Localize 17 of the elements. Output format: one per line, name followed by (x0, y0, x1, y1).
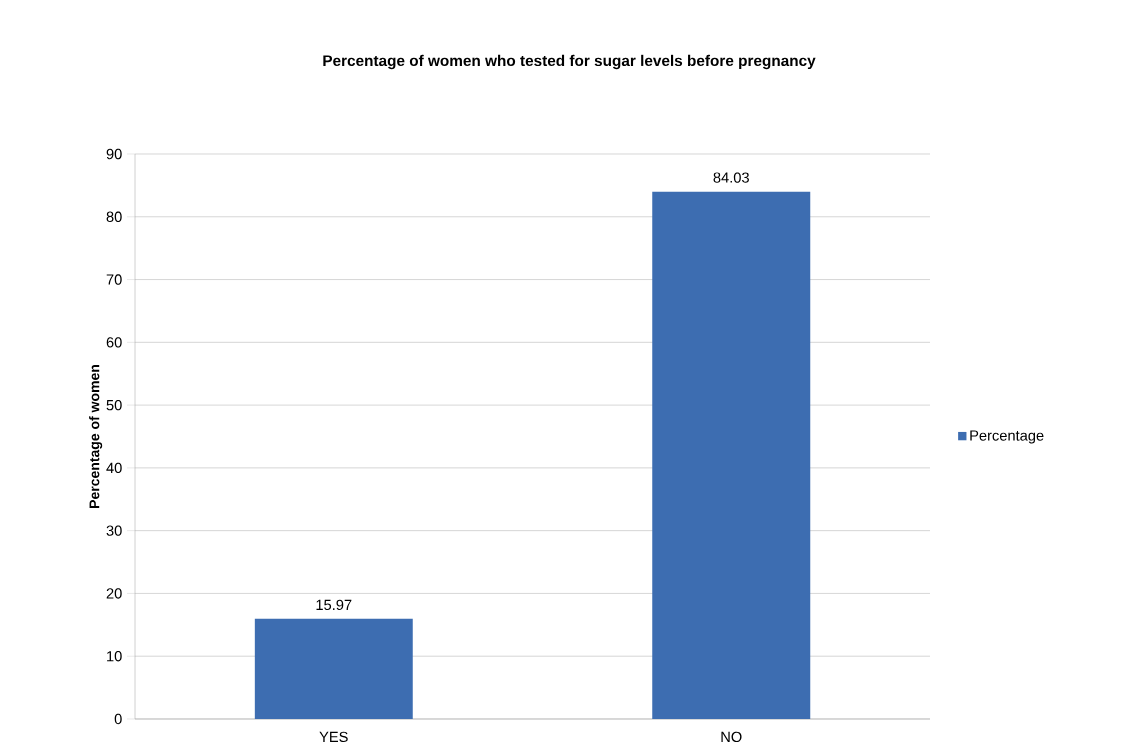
chart-title: Percentage of women who tested for sugar levels before pregnancy (323, 54, 816, 70)
legend-label: Percentage (970, 430, 1044, 444)
y-tick-label: 40 (106, 462, 122, 474)
y-tick-label: 50 (106, 399, 122, 411)
y-tick-label: 90 (106, 148, 122, 160)
y-tick-label: 70 (106, 274, 122, 285)
data-label: 15.97 (316, 599, 352, 611)
x-tick-label: NO (721, 731, 742, 743)
data-label: 84.03 (713, 172, 749, 183)
y-tick-label: 10 (107, 651, 122, 662)
y-tick-label: 80 (106, 211, 122, 222)
y-tick-label: 0 (114, 713, 122, 725)
y-tick-label: 20 (106, 588, 122, 599)
y-tick-label: 30 (106, 525, 122, 536)
y-tick-label: 60 (106, 337, 122, 348)
x-tick-label: YES (319, 731, 348, 743)
y-axis-title: Percentage of women (89, 365, 103, 508)
